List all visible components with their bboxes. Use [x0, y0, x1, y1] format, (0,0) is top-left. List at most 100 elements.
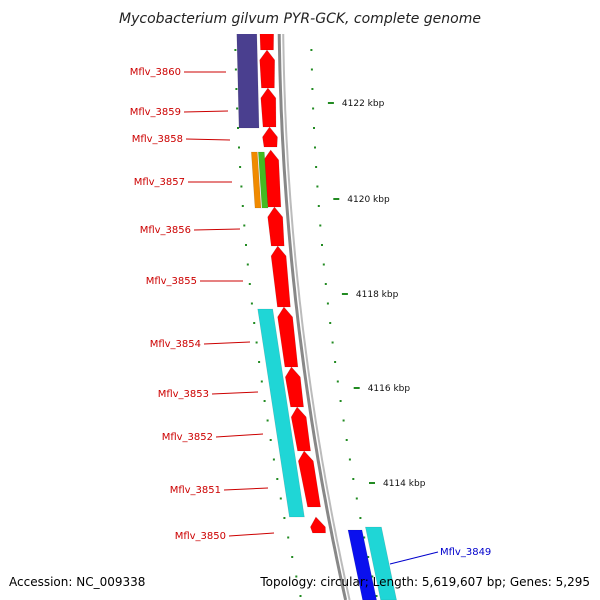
kbp-label: 4114 kbp	[383, 479, 426, 489]
minor-tick	[311, 88, 314, 90]
minor-tick	[363, 536, 366, 539]
cds-3855	[270, 245, 291, 308]
gene-label: Mflv_3857	[134, 177, 185, 188]
gene-labels: Mflv_3860 Mflv_3859 Mflv_3858 Mflv_3857 Mflv…	[130, 67, 491, 565]
outer-tick	[272, 458, 275, 461]
outer-tick	[241, 205, 244, 207]
minor-tick	[375, 595, 378, 597]
outer-tick	[234, 68, 237, 71]
outer-tick	[266, 419, 269, 422]
kbp-label: 4118 kbp	[356, 290, 399, 300]
outer-tick	[236, 107, 239, 110]
minor-tick	[316, 185, 319, 188]
kbp-label: 4116 kbp	[368, 384, 411, 394]
outer-tick	[287, 536, 290, 539]
gene-label: Mflv_3854	[150, 339, 201, 350]
gene-label: Mflv_3852	[162, 432, 213, 443]
minor-tick	[324, 283, 327, 285]
gene-label: Mflv_3856	[140, 225, 191, 236]
minor-tick	[345, 439, 348, 441]
outer-tick	[295, 575, 298, 578]
backbone-line-outer	[277, 0, 348, 600]
outer-tick	[250, 302, 253, 305]
minor-tick	[355, 497, 358, 500]
cds-3859	[259, 49, 276, 89]
minor-tick	[315, 166, 318, 168]
label-leader-line	[228, 532, 275, 537]
minor-tick	[322, 263, 325, 266]
cds-3852	[290, 406, 311, 452]
minor-tick	[348, 458, 351, 461]
label-leader-line	[193, 228, 241, 231]
gene-label: Mflv_3851	[170, 485, 221, 496]
outer-tick	[253, 322, 256, 324]
outer-tick	[239, 166, 242, 168]
outer-tick	[263, 400, 266, 402]
outer-tick	[283, 517, 286, 519]
label-leader-line	[185, 138, 231, 141]
title-backdrop	[0, 0, 600, 34]
minor-tick	[331, 341, 334, 344]
minor-tick	[313, 127, 315, 129]
minor-tick	[334, 361, 337, 363]
minor-tick	[310, 68, 313, 71]
kbp-label: 4120 kbp	[347, 195, 390, 205]
cds-3851	[297, 450, 321, 508]
minor-tick	[310, 49, 313, 51]
genome-summary-text: Topology: circular; Length: 5,619,607 bp…	[259, 575, 590, 589]
minor-tick	[339, 400, 342, 402]
cds-3858a	[260, 87, 277, 128]
gene-features	[235, 0, 397, 600]
label-leader-line	[203, 341, 251, 345]
map-title: Mycobacterium gilvum PYR-GCK, complete g…	[119, 11, 481, 27]
outer-tick	[240, 185, 243, 188]
cds-3850	[310, 516, 326, 534]
outer-tick	[255, 341, 258, 344]
label-leader-line	[389, 551, 439, 565]
major-tick	[353, 387, 360, 389]
gene-label: Mflv_3855	[146, 276, 197, 287]
gene-green-3857	[257, 151, 269, 209]
gene-label: Mflv_3853	[158, 389, 209, 400]
gene-cyan-3849	[365, 526, 397, 600]
backbone-line-inner	[282, 0, 351, 600]
outer-tick	[245, 244, 247, 246]
major-tick	[341, 293, 348, 295]
gene-label: Mflv_3860	[130, 67, 181, 78]
outer-tick	[279, 497, 282, 500]
gene-blue-3849	[347, 529, 377, 600]
outer-tick	[243, 224, 246, 227]
cds-3854	[277, 306, 299, 368]
major-tick	[327, 102, 334, 104]
minor-tick	[342, 419, 345, 422]
outer-tick	[248, 283, 251, 285]
minor-tick	[329, 322, 332, 324]
label-leader-line	[183, 110, 229, 113]
outer-tick	[237, 127, 239, 129]
cds-3853	[284, 366, 304, 408]
genome-backbone	[277, 0, 351, 600]
minor-tick	[321, 244, 323, 246]
label-leader-line	[223, 487, 269, 491]
kbp-label: 4122 kbp	[342, 99, 385, 109]
minor-tick	[312, 107, 315, 110]
label-leader-line	[211, 391, 259, 395]
outer-tick	[276, 478, 279, 480]
gene-orange-3857	[250, 151, 262, 209]
minor-tick	[319, 224, 322, 227]
major-tick	[333, 198, 340, 200]
gene-label: Mflv_3859	[130, 107, 181, 118]
outer-tick	[299, 595, 302, 597]
outer-tick	[235, 88, 238, 90]
minor-tick	[352, 478, 355, 480]
minor-tick	[336, 380, 339, 383]
accession-text: Accession: NC_009338	[9, 575, 145, 589]
minor-tick	[314, 146, 316, 149]
gene-cyan-3854	[257, 308, 305, 518]
gene-label: Mflv_3850	[175, 531, 226, 542]
outer-tick	[246, 263, 249, 266]
outer-tick	[260, 380, 263, 383]
cds-3856	[267, 206, 285, 247]
outer-tick	[234, 49, 237, 51]
